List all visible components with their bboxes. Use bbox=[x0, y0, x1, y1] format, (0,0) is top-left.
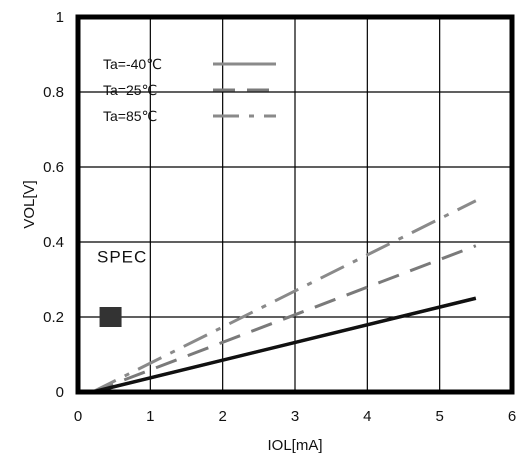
x-tick-label: 0 bbox=[74, 408, 82, 425]
y-tick-label: 0.6 bbox=[43, 159, 64, 176]
y-tick-label: 0.4 bbox=[43, 234, 64, 251]
spec-label: SPEC bbox=[97, 248, 147, 267]
x-axis-label: IOL[mA] bbox=[267, 437, 322, 454]
spec-marker bbox=[99, 307, 122, 327]
plot-frame bbox=[75, 14, 515, 395]
legend: Ta=-40℃ Ta=25℃ Ta=85℃ bbox=[103, 56, 276, 124]
series-line-2 bbox=[91, 244, 477, 394]
legend-label: Ta=85℃ bbox=[103, 108, 157, 124]
tick-labels: 0 1 2 3 4 5 6 0 0.2 0.4 0.6 0.8 1 bbox=[43, 9, 516, 425]
y-axis-label: VOL[V] bbox=[21, 180, 38, 228]
x-tick-label: 3 bbox=[291, 408, 299, 425]
x-tick-label: 5 bbox=[435, 408, 443, 425]
x-tick-label: 6 bbox=[508, 408, 516, 425]
y-tick-label: 0.2 bbox=[43, 309, 64, 326]
x-tick-label: 1 bbox=[146, 408, 154, 425]
series-line-4 bbox=[92, 296, 477, 394]
series-line-3 bbox=[91, 199, 477, 394]
x-tick-label: 4 bbox=[363, 408, 371, 425]
legend-label: Ta=-40℃ bbox=[103, 56, 162, 72]
series-group bbox=[91, 199, 477, 394]
legend-label: Ta=25℃ bbox=[103, 82, 157, 98]
annotation-group: SPEC bbox=[97, 248, 147, 327]
y-tick-label: 0 bbox=[56, 384, 64, 401]
y-tick-label: 0.8 bbox=[43, 84, 64, 101]
y-tick-label: 1 bbox=[56, 9, 64, 26]
x-tick-label: 2 bbox=[218, 408, 226, 425]
grid bbox=[78, 17, 512, 392]
